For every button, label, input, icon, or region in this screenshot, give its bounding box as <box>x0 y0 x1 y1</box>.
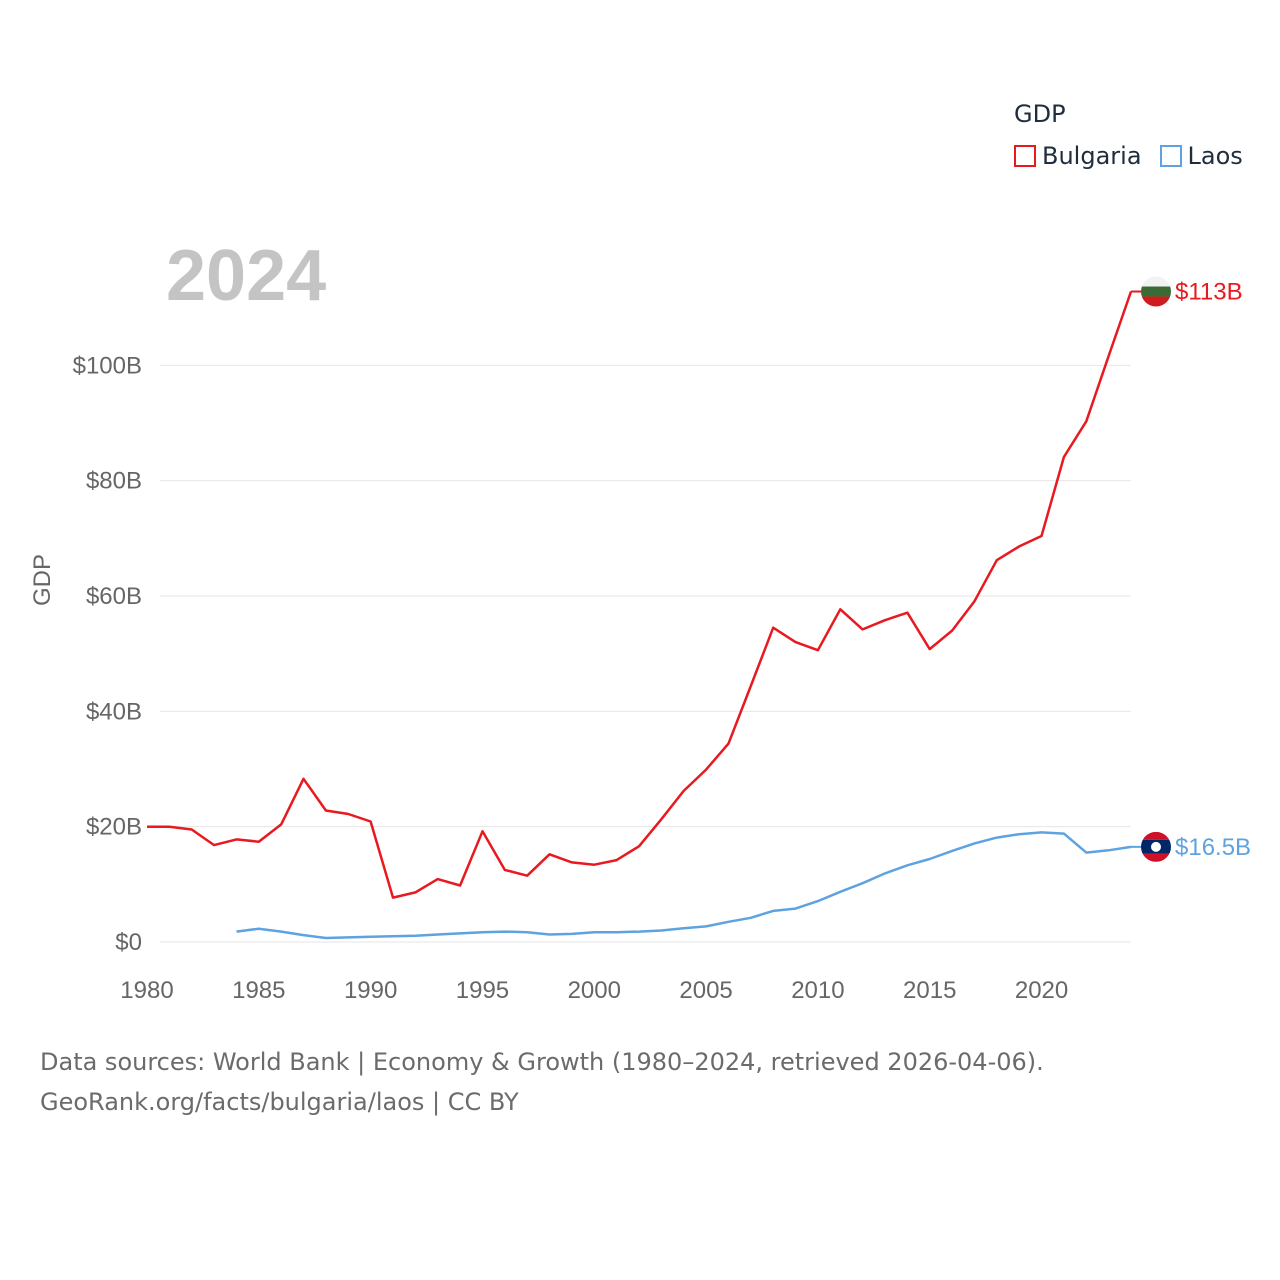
y-tick-label: $100B <box>73 352 142 379</box>
x-tick-label: 1990 <box>344 977 397 1004</box>
legend: GDP Bulgaria Laos <box>1014 100 1243 170</box>
y-tick-label: $20B <box>86 814 142 841</box>
series-line-bulgaria[interactable] <box>147 291 1133 899</box>
y-tick-label: $40B <box>86 698 142 725</box>
x-tick-label: 2020 <box>1015 977 1068 1004</box>
x-tick-label: 2010 <box>791 977 844 1004</box>
x-tick-label: 1985 <box>232 977 285 1004</box>
end-value-label-bulgaria: $113B <box>1175 279 1243 306</box>
legend-item-bulgaria[interactable]: Bulgaria <box>1014 142 1142 170</box>
y-tick-label: $60B <box>86 583 142 610</box>
footer-attribution[interactable]: GeoRank.org/facts/bulgaria/laos | CC BY <box>40 1088 519 1116</box>
x-tick-label: 2005 <box>679 977 732 1004</box>
footer-sources: Data sources: World Bank | Economy & Gro… <box>40 1048 1044 1076</box>
x-axis-ticks: 1980 1985 1990 1995 2000 2005 2010 2015 2020 <box>120 977 1068 1004</box>
x-tick-label: 2000 <box>568 977 621 1004</box>
x-tick-label: 1995 <box>456 977 509 1004</box>
year-label: 2024 <box>166 236 326 316</box>
legend-label-laos: Laos <box>1187 142 1243 170</box>
y-tick-label: $0 <box>115 929 142 956</box>
footer: Data sources: World Bank | Economy & Gro… <box>40 1042 1044 1122</box>
end-value-label-laos: $16.5B <box>1175 834 1251 861</box>
legend-swatch-laos <box>1159 145 1182 167</box>
y-tick-label: $80B <box>86 468 142 495</box>
series-line-laos[interactable] <box>236 831 1132 940</box>
y-axis-label: GDP <box>29 554 56 606</box>
x-tick-label: 1980 <box>120 977 173 1004</box>
y-axis-ticks: $0 $20B $40B $60B $80B $100B <box>73 352 142 956</box>
series-layer: $113B $16.5B <box>147 276 1251 940</box>
flag-laos-icon <box>1141 831 1171 862</box>
grid-lines <box>160 364 1131 943</box>
legend-title: GDP <box>1014 100 1066 128</box>
flag-bulgaria-icon <box>1141 276 1171 307</box>
legend-label-bulgaria: Bulgaria <box>1042 142 1142 170</box>
x-tick-label: 2015 <box>903 977 956 1004</box>
legend-swatch-bulgaria <box>1014 145 1036 167</box>
legend-item-laos[interactable]: Laos <box>1159 142 1243 170</box>
